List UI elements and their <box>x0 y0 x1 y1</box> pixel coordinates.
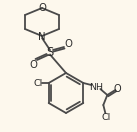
Text: O: O <box>38 3 46 13</box>
Text: Cl: Cl <box>33 79 42 88</box>
Text: O: O <box>29 60 37 70</box>
Text: S: S <box>46 46 54 58</box>
Text: N: N <box>38 32 46 41</box>
Text: O: O <box>114 84 121 94</box>
Text: Cl: Cl <box>102 112 111 121</box>
Text: O: O <box>64 39 72 49</box>
Text: NH: NH <box>89 82 103 91</box>
